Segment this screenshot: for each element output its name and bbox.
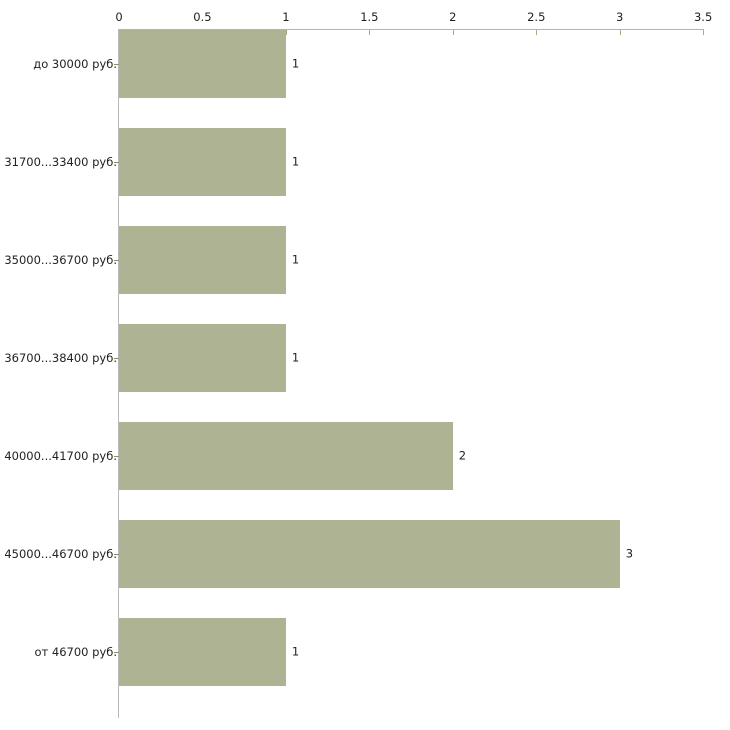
x-axis-tick-label: 1.5 [360, 10, 379, 24]
bar-value-label: 1 [291, 252, 300, 267]
x-axis-tick-label: 0.5 [193, 10, 212, 24]
category-label: 45000...46700 руб. [4, 547, 117, 561]
bar[interactable] [119, 618, 286, 686]
x-axis-tick [452, 30, 454, 35]
y-axis-tick [114, 652, 119, 653]
category-label: 40000...41700 руб. [4, 449, 117, 463]
bar-value-label: 1 [291, 154, 300, 169]
category-label: 35000...36700 руб. [4, 253, 117, 267]
category-label: 36700...38400 руб. [4, 351, 117, 365]
y-axis-tick [114, 162, 119, 163]
x-axis-tick-label: 2 [449, 10, 457, 24]
bar-value-label: 1 [291, 56, 300, 71]
x-axis-tick [369, 30, 371, 35]
category-label: от 46700 руб. [34, 645, 117, 659]
y-axis-tick [114, 358, 119, 359]
x-axis-tick-label: 3.5 [693, 10, 713, 24]
bar-value-label: 1 [291, 644, 300, 659]
bar-value-label: 2 [458, 448, 467, 463]
y-axis-tick [114, 260, 119, 261]
x-axis-tick-label: 3 [616, 10, 624, 24]
category-label: до 30000 руб. [33, 57, 117, 71]
bar[interactable] [119, 324, 286, 392]
x-axis-tick [536, 30, 538, 35]
x-axis-tick [619, 30, 621, 35]
x-axis-line [119, 29, 704, 30]
bar-value-label: 3 [625, 546, 634, 561]
bar[interactable] [119, 520, 620, 588]
x-axis-tick-label: 2.5 [527, 10, 546, 24]
y-axis-tick [114, 456, 119, 457]
y-axis-tick [114, 554, 119, 555]
bar[interactable] [119, 422, 453, 490]
x-axis-tick [285, 30, 287, 35]
y-axis-line [118, 29, 119, 718]
x-axis-tick-label: 1 [282, 10, 290, 24]
y-axis-tick [114, 64, 119, 65]
bar[interactable] [119, 30, 286, 98]
x-axis-tick-label: 0 [115, 10, 123, 24]
bar[interactable] [119, 226, 286, 294]
x-axis-tick [703, 30, 705, 35]
bar[interactable] [119, 128, 286, 196]
bar-value-label: 1 [291, 350, 300, 365]
category-label: 31700...33400 руб. [4, 155, 117, 169]
